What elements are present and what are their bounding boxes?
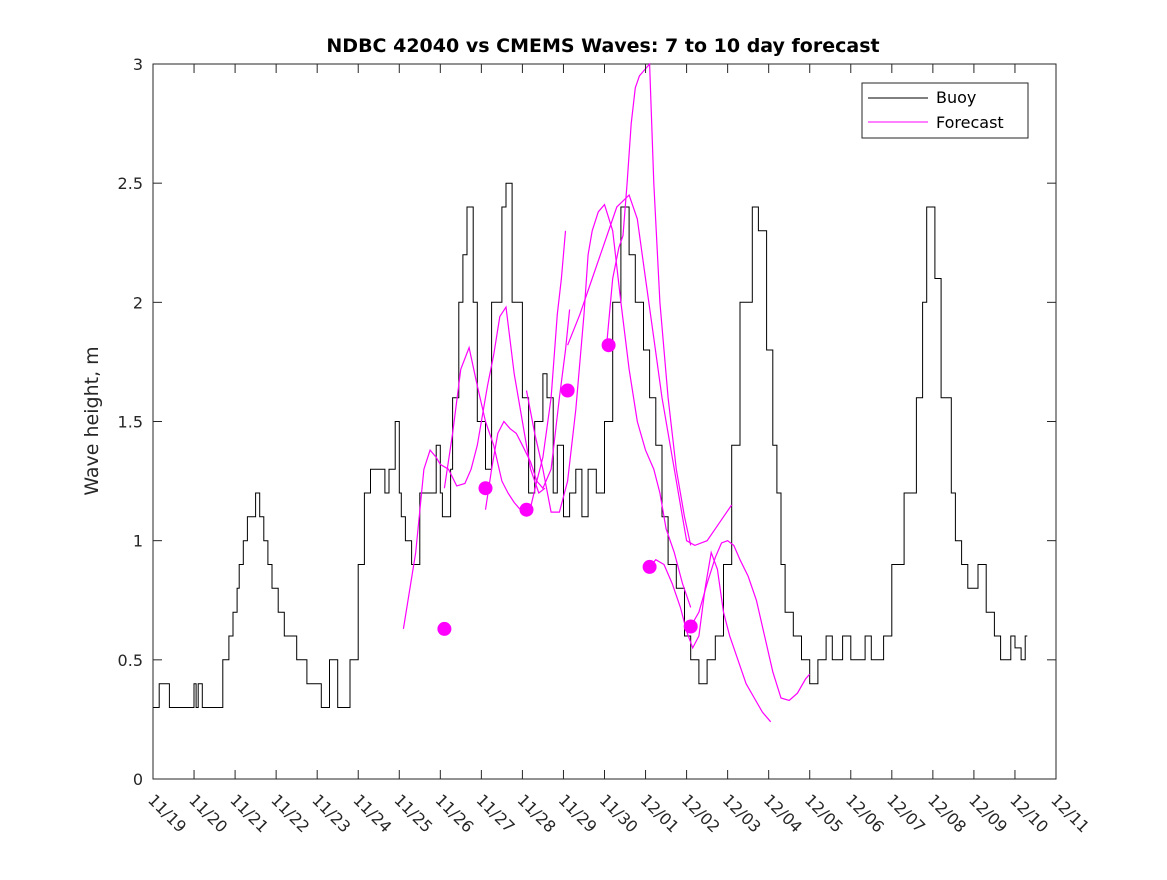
forecast-marker-3 [519,502,534,517]
y-tick-label: 2 [133,293,143,312]
forecast-line-2 [443,230,567,513]
legend-box [861,82,1029,139]
y-tick-label: 0 [133,770,143,789]
y-tick-label: 3 [133,55,143,74]
buoy-line [153,182,1028,708]
chart-title: NDBC 42040 vs CMEMS Waves: 7 to 10 day f… [326,35,879,57]
forecast-marker-1 [437,621,452,636]
forecast-marker-7 [683,619,698,634]
plot-area [152,62,1057,780]
forecast-marker-6 [642,559,657,574]
forecast-line-3 [484,309,571,510]
forecast-marker-2 [478,481,493,496]
y-tick-label: 0.5 [118,651,143,670]
y-tick-label: 1 [133,532,143,551]
forecast-line-4 [525,203,692,608]
forecast-line-8 [690,540,811,702]
y-tick-label: 1.5 [118,413,143,432]
forecast-series [402,62,811,723]
y-axis: 0 0.5 1 1.5 2 2.5 3 [118,55,1056,789]
y-axis-label: Wave height, m [81,346,103,495]
forecast-line-7 [649,550,772,723]
y-tick-label: 2.5 [118,174,143,193]
forecast-line-1 [402,305,546,629]
buoy-series [153,182,1028,708]
forecast-line-5 [567,194,733,547]
legend-buoy-label: Buoy [936,88,976,107]
forecast-line-6 [606,62,692,546]
forecast-markers [437,338,698,636]
forecast-marker-5 [601,338,616,353]
legend: Buoy Forecast [861,82,1029,139]
legend-forecast-label: Forecast [936,113,1004,132]
forecast-marker-4 [560,383,575,398]
